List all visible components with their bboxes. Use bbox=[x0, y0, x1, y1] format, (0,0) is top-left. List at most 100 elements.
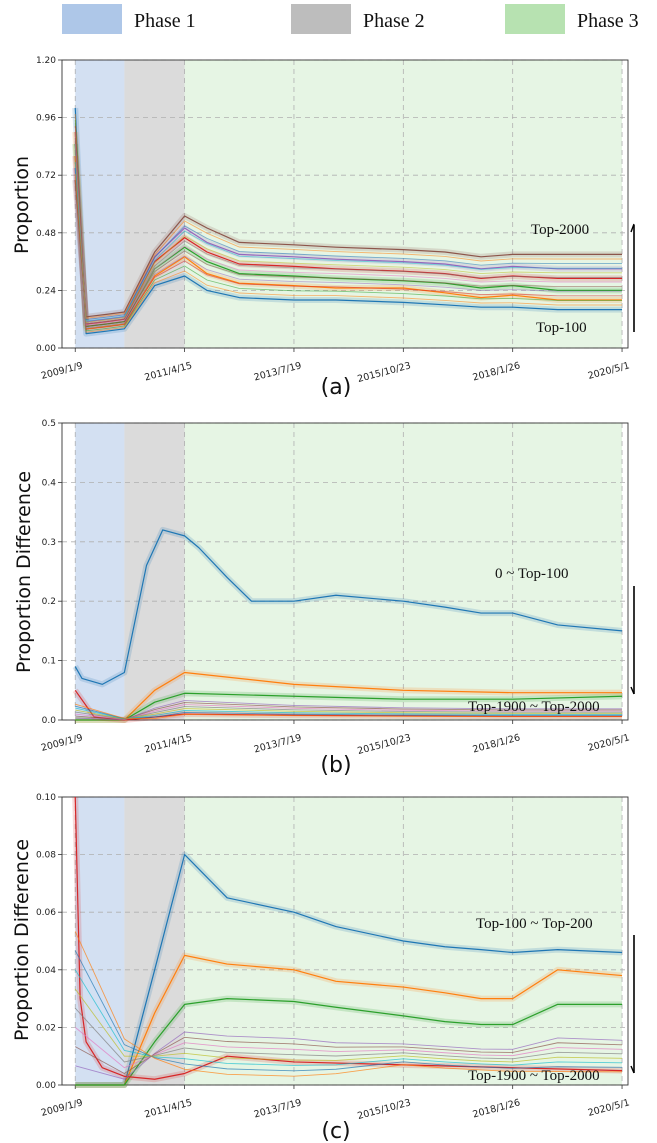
x-tick-label: 2020/5/1 bbox=[587, 360, 631, 382]
y-tick-label: 0.02 bbox=[36, 1023, 56, 1033]
x-tick-label: 2011/4/15 bbox=[143, 732, 193, 755]
series-line bbox=[75, 692, 623, 721]
y-tick-label: 0.00 bbox=[36, 344, 56, 354]
panel-b-ylabel: Proportion Difference bbox=[13, 471, 35, 673]
series-line bbox=[74, 529, 623, 685]
series-fan-line bbox=[75, 1031, 623, 1080]
y-tick-label: 0.2 bbox=[42, 597, 56, 607]
series-fan-line bbox=[74, 161, 623, 322]
arrow-indicator bbox=[630, 223, 635, 332]
series-lines bbox=[72, 796, 623, 1088]
panel-b-annotation-bottom: Top-1900 ~ Top-2000 bbox=[468, 699, 600, 715]
panel-c-label: (c) bbox=[321, 1119, 350, 1143]
arrow-head bbox=[630, 686, 635, 695]
x-tick-label: 2020/5/1 bbox=[587, 1097, 631, 1119]
panel-c-annotation-top: Top-100 ~ Top-200 bbox=[476, 916, 593, 932]
y-tick-label: 0.24 bbox=[36, 286, 56, 296]
phase2-band bbox=[124, 423, 185, 720]
y-tick-label: 0.4 bbox=[42, 478, 57, 488]
series-line bbox=[74, 796, 623, 1080]
phase2-band bbox=[124, 797, 185, 1085]
series-line bbox=[74, 107, 623, 335]
panel-a-annotation-top: Top-2000 bbox=[531, 222, 589, 238]
series-fan-line bbox=[74, 143, 623, 326]
series-fan-line bbox=[75, 1036, 623, 1075]
series-fan-line bbox=[74, 1007, 623, 1063]
series-fan-line bbox=[74, 931, 623, 1077]
series-lines bbox=[72, 526, 623, 723]
y-tick-label: 0.08 bbox=[36, 851, 56, 861]
y-tick-label: 0.00 bbox=[36, 1081, 56, 1091]
series-fan-line bbox=[75, 703, 623, 719]
y-tick-label: 0.0 bbox=[42, 716, 57, 726]
series-fan-line bbox=[74, 149, 623, 325]
y-tick-label: 0.5 bbox=[42, 419, 56, 429]
y-tick-label: 0.1 bbox=[42, 657, 56, 667]
series-fan-line bbox=[74, 113, 623, 333]
y-tick-label: 0.10 bbox=[36, 793, 56, 803]
plot-area: 0.0 0.1 0.2 0.3 0.4 0.5 2009/1/9 2011/4/15 2013/… bbox=[40, 419, 631, 757]
phase1-band bbox=[75, 60, 125, 348]
series-fan-line bbox=[74, 988, 623, 1063]
x-tick-label: 2011/4/15 bbox=[143, 360, 193, 383]
series-line bbox=[75, 997, 623, 1086]
arrow-indicator bbox=[630, 935, 635, 1074]
legend: Phase 1 Phase 2 Phase 3 bbox=[62, 4, 639, 34]
panel-a: 0.00 0.24 0.48 0.72 0.96 1.20 2009/1/9 2011/4/1… bbox=[11, 56, 635, 400]
phase1-band bbox=[75, 423, 125, 720]
panel-b-annotation-top: 0 ~ Top-100 bbox=[495, 566, 568, 582]
plot-frame bbox=[61, 796, 629, 1086]
legend-swatch-phase2 bbox=[291, 4, 351, 34]
panel-c-ylabel: Proportion Difference bbox=[11, 839, 33, 1041]
series-fan-line bbox=[74, 173, 623, 319]
series-line bbox=[75, 853, 623, 1086]
x-tick-label: 2015/10/23 bbox=[356, 360, 412, 385]
panel-a-label: (a) bbox=[321, 375, 352, 400]
y-tick-label: 0.04 bbox=[36, 966, 56, 976]
series-fan-line bbox=[74, 137, 623, 328]
x-tick-label: 2018/1/26 bbox=[472, 360, 522, 383]
series-line bbox=[74, 179, 623, 318]
x-tick-label: 2018/1/26 bbox=[472, 732, 522, 755]
panel-c: 0.00 0.02 0.04 0.06 0.08 0.10 2009/1/9 2011/4/1… bbox=[11, 793, 635, 1143]
series-fan-line bbox=[74, 950, 623, 1072]
x-tick-label: 2013/7/19 bbox=[253, 732, 303, 755]
y-tick-label: 0.3 bbox=[42, 538, 56, 548]
series-fan-line bbox=[74, 119, 623, 332]
y-tick-label: 0.48 bbox=[36, 229, 56, 239]
legend-swatch-phase3 bbox=[505, 4, 565, 34]
x-tick-label: 2015/10/23 bbox=[356, 1097, 412, 1122]
panel-c-annotation-bottom: Top-1900 ~ Top-2000 bbox=[468, 1068, 600, 1084]
series-fan-line bbox=[74, 167, 623, 321]
legend-label-phase3: Phase 3 bbox=[577, 10, 639, 32]
y-tick-label: 0.96 bbox=[36, 114, 56, 124]
plot-frame bbox=[61, 422, 629, 721]
x-tick-label: 2011/4/15 bbox=[143, 1097, 193, 1120]
series-line bbox=[74, 131, 623, 330]
legend-swatch-phase1 bbox=[62, 4, 122, 34]
y-tick-label: 0.72 bbox=[36, 171, 56, 181]
panel-b: 0.0 0.1 0.2 0.3 0.4 0.5 2009/1/9 2011/4/15 2013/… bbox=[13, 419, 635, 778]
y-tick-label: 0.06 bbox=[36, 908, 56, 918]
series-line bbox=[75, 954, 623, 1086]
arrow-head bbox=[630, 1065, 635, 1074]
series-line bbox=[74, 167, 623, 323]
legend-label-phase2: Phase 2 bbox=[363, 10, 425, 32]
arrow-head bbox=[630, 223, 635, 233]
panel-b-label: (b) bbox=[320, 753, 351, 778]
x-tick-label: 2018/1/26 bbox=[472, 1097, 522, 1120]
x-tick-label: 2013/7/19 bbox=[253, 1097, 303, 1120]
panel-a-annotation-bottom: Top-100 bbox=[536, 320, 587, 336]
x-tick-label: 2009/1/9 bbox=[40, 360, 84, 382]
panel-a-ylabel: Proportion bbox=[11, 156, 33, 254]
series-lines bbox=[72, 107, 623, 337]
series-fan-line bbox=[74, 131, 623, 329]
series-fan-line bbox=[74, 125, 623, 330]
series-fan-line bbox=[74, 155, 623, 323]
x-tick-label: 2009/1/9 bbox=[40, 1097, 84, 1119]
legend-label-phase1: Phase 1 bbox=[134, 10, 196, 32]
x-tick-label: 2009/1/9 bbox=[40, 732, 84, 754]
series-fan-line bbox=[74, 1027, 623, 1069]
y-tick-label: 1.20 bbox=[36, 56, 56, 66]
